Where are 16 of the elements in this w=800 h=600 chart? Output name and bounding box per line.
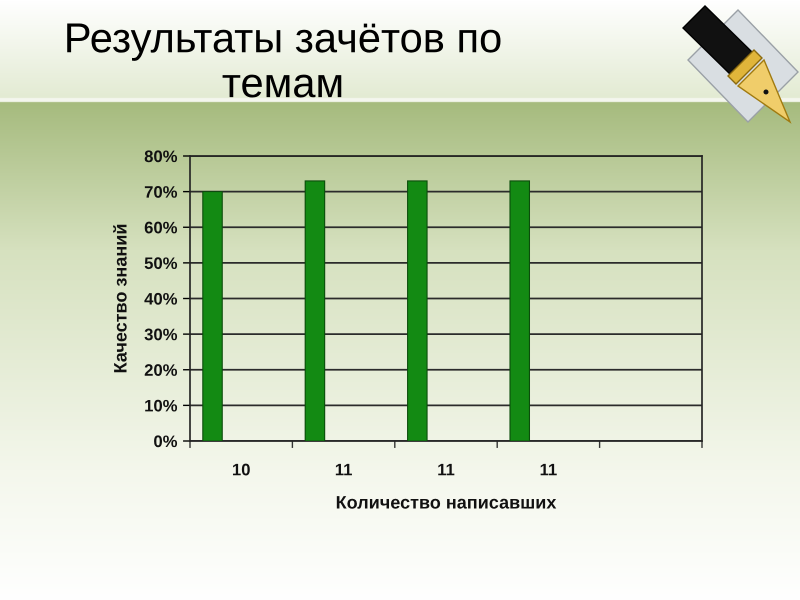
y-tick-label: 20% xyxy=(144,364,178,376)
y-axis-title: Качество знаний xyxy=(113,224,127,372)
x-tick-label: 10 xyxy=(232,464,250,476)
y-tick-label: 30% xyxy=(144,328,178,340)
x-tick-label: 11 xyxy=(438,464,454,476)
x-tick-label: 11 xyxy=(336,464,352,476)
chart-title: Результаты зачётов по темам xyxy=(67,24,500,98)
y-tick-label: 40% xyxy=(144,292,178,305)
x-axis-title: Количество написавших xyxy=(336,496,556,509)
y-tick-label: 80% xyxy=(144,150,178,162)
y-tick-label: 60% xyxy=(144,222,178,234)
y-tick-label: 50% xyxy=(144,257,178,270)
x-tick-label: 11 xyxy=(540,464,557,476)
y-tick-label: 0% xyxy=(154,435,178,448)
y-tick-label: 10% xyxy=(145,400,178,412)
y-tick-label: 70% xyxy=(144,186,178,198)
